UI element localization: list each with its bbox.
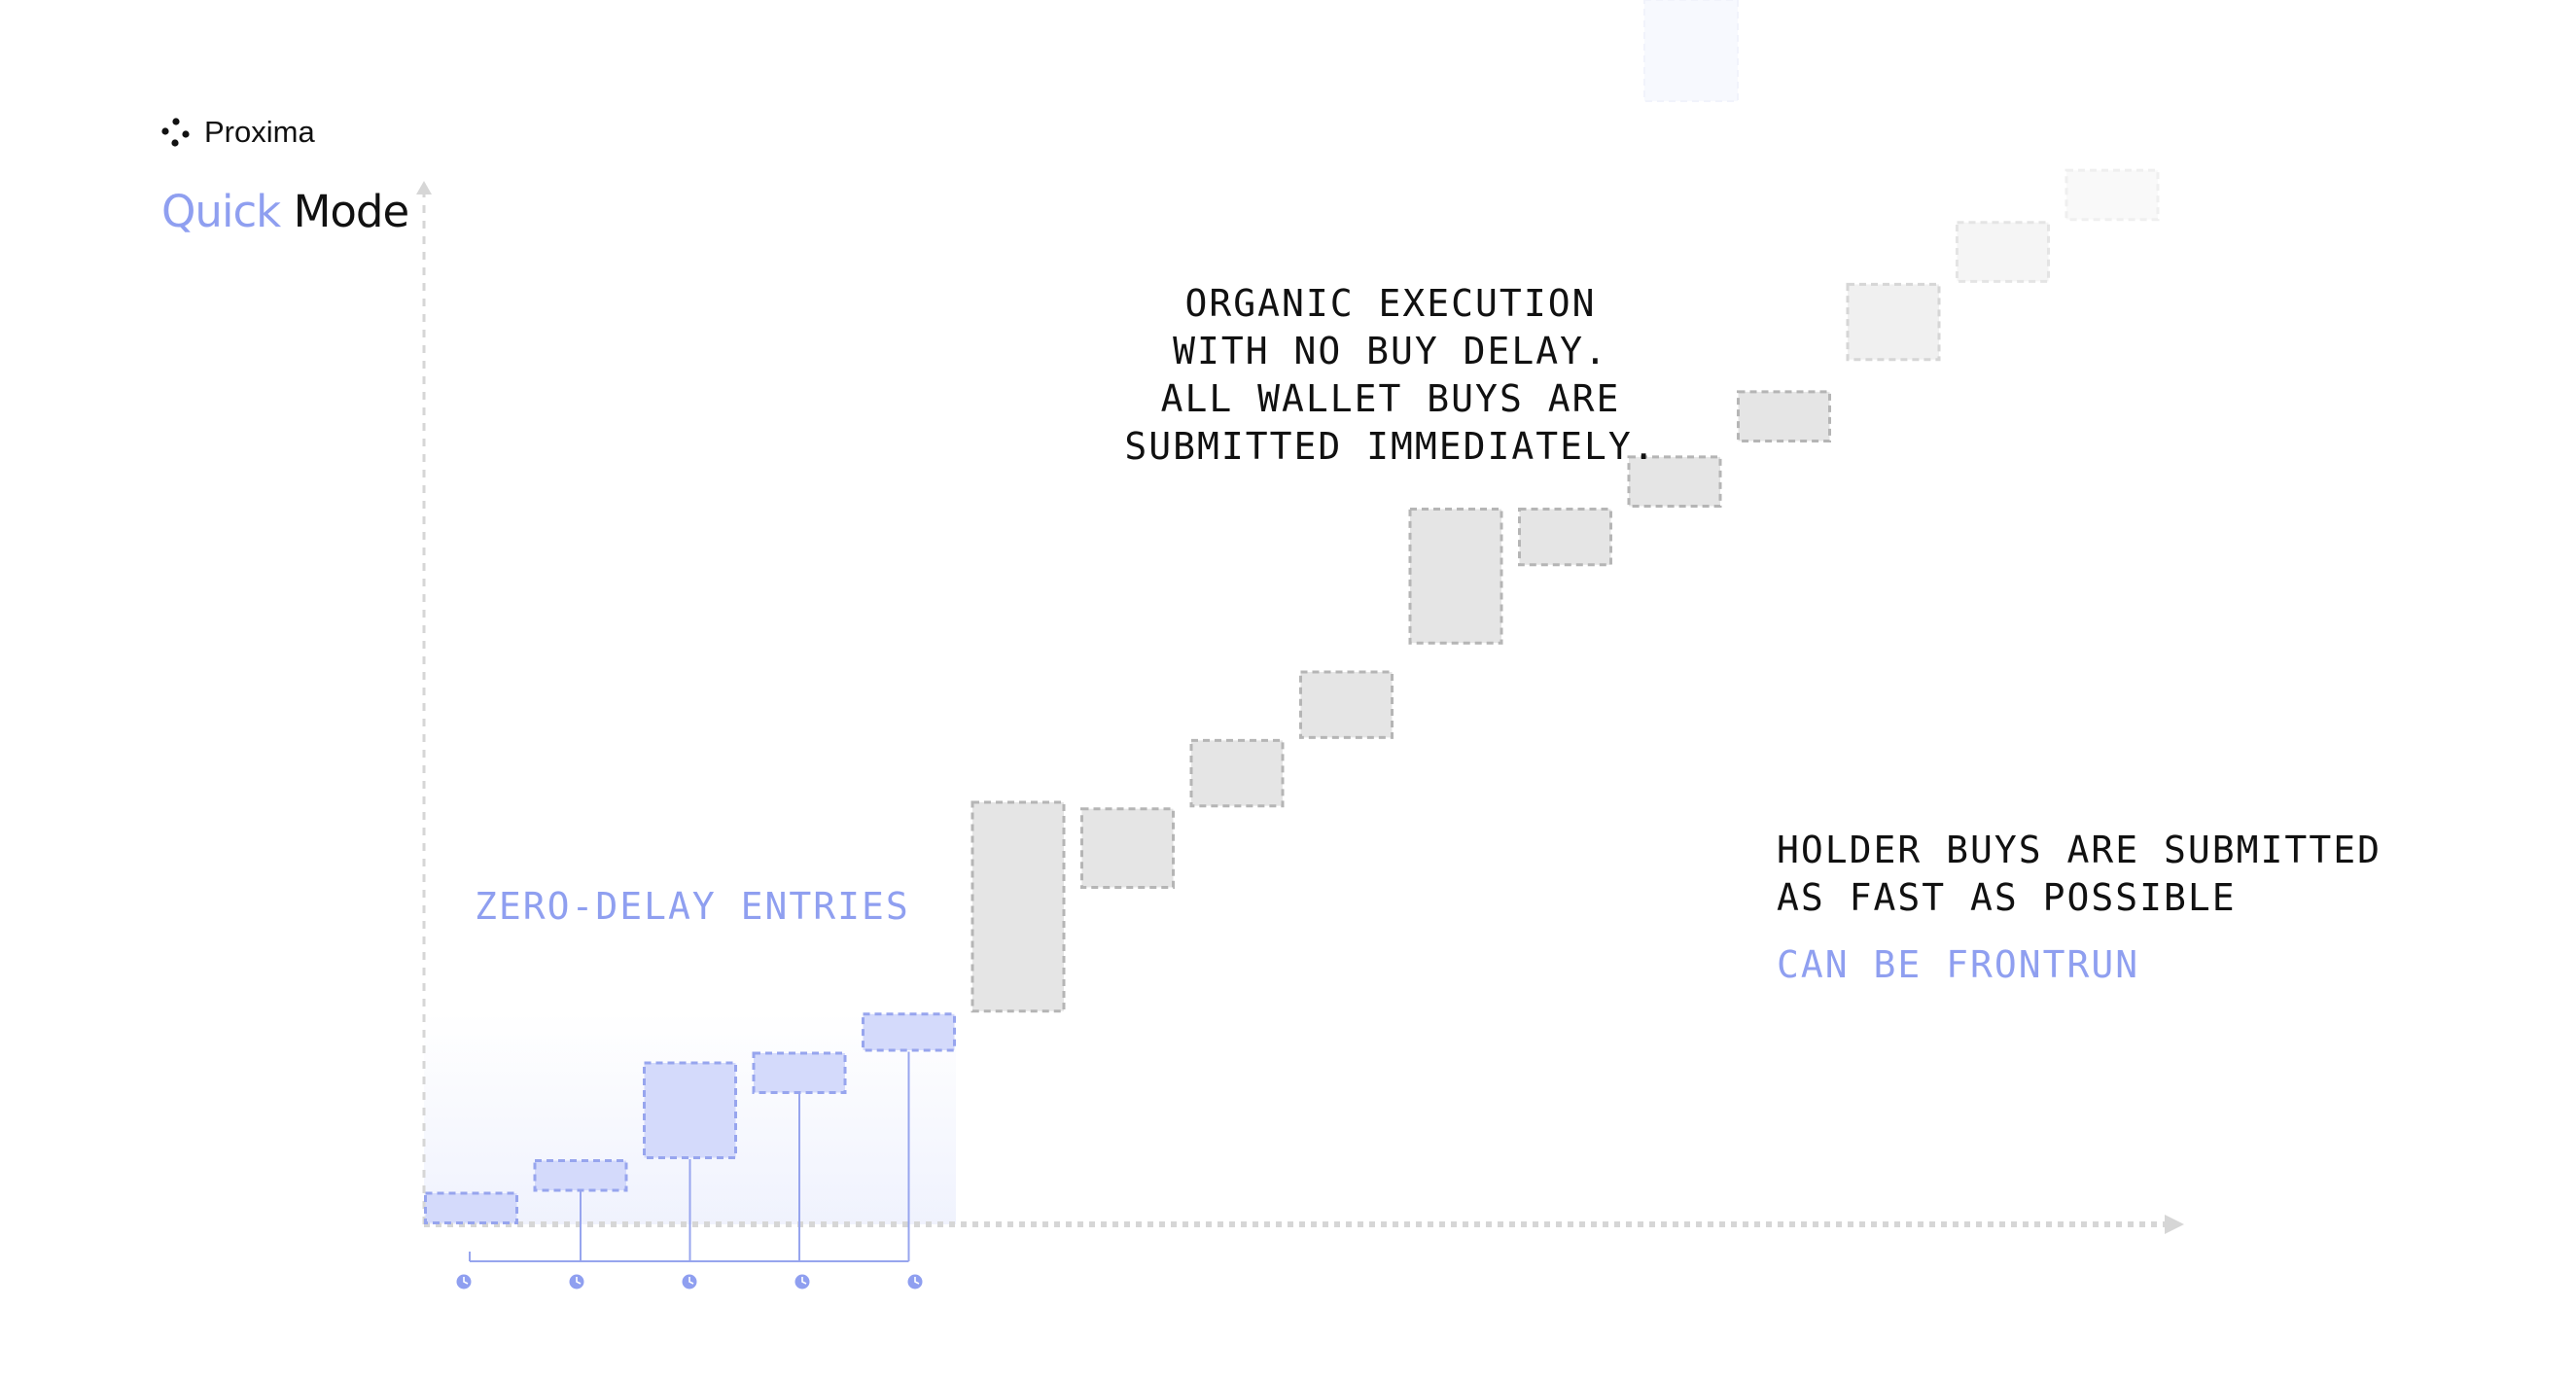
organic-execution-note: ORGANIC EXECUTION WITH NO BUY DELAY. ALL… [1124, 280, 1656, 471]
organic-note-line: ALL WALLET BUYS ARE [1160, 377, 1621, 420]
holder-step [1956, 221, 2050, 283]
clock-icon [907, 1274, 923, 1290]
clock-hands [801, 1277, 807, 1285]
zero-delay-step [752, 1051, 847, 1094]
holder-buys-note: HOLDER BUYS ARE SUBMITTED AS FAST AS POS… [1777, 827, 2382, 922]
holder-note-line: HOLDER BUYS ARE SUBMITTED [1777, 829, 2382, 871]
y-axis-arrowhead [416, 181, 432, 194]
title-mode-word: Mode [293, 186, 410, 237]
organic-note-line: SUBMITTED IMMEDIATELY. [1124, 425, 1657, 468]
clock-hands [576, 1277, 582, 1285]
organic-note-line: ORGANIC EXECUTION [1184, 282, 1597, 325]
holder-step [1627, 455, 1722, 508]
holder-step [2064, 168, 2160, 222]
clock-hands [914, 1277, 920, 1285]
brand-logo: Proxima [161, 115, 315, 150]
zero-delay-label: ZERO-DELAY ENTRIES [475, 885, 910, 928]
holder-step [1737, 390, 1831, 442]
clock-icon [794, 1274, 810, 1290]
holder-step [970, 800, 1066, 1013]
brand-name: Proxima [204, 115, 315, 149]
organic-note-line: WITH NO BUY DELAY. [1173, 330, 1608, 372]
frontrun-note: CAN BE FRONTRUN [1777, 943, 2140, 986]
zero-delay-step [862, 1012, 956, 1052]
clock-icon [682, 1274, 697, 1290]
holder-step [1299, 670, 1394, 739]
clock-icon [569, 1274, 584, 1290]
clock-hands [463, 1277, 469, 1285]
title-quick-word: Quick [161, 186, 281, 237]
four-dot-cluster-icon [161, 118, 190, 147]
holder-step [1080, 807, 1175, 889]
zero-delay-step [533, 1159, 628, 1192]
page-title: Quick Mode [161, 190, 409, 233]
holder-step [1518, 508, 1612, 567]
x-axis-arrowhead [2165, 1215, 2184, 1234]
zero-delay-step [643, 1061, 737, 1159]
zero-delay-step [424, 1191, 518, 1224]
holder-note-line: AS FAST AS POSSIBLE [1777, 876, 2237, 919]
holder-step [1846, 282, 1941, 362]
ghost-step [1643, 0, 1739, 102]
clock-hands [688, 1277, 694, 1285]
holder-step [1408, 508, 1503, 645]
holder-step [1189, 738, 1285, 808]
clock-icon [456, 1274, 472, 1290]
